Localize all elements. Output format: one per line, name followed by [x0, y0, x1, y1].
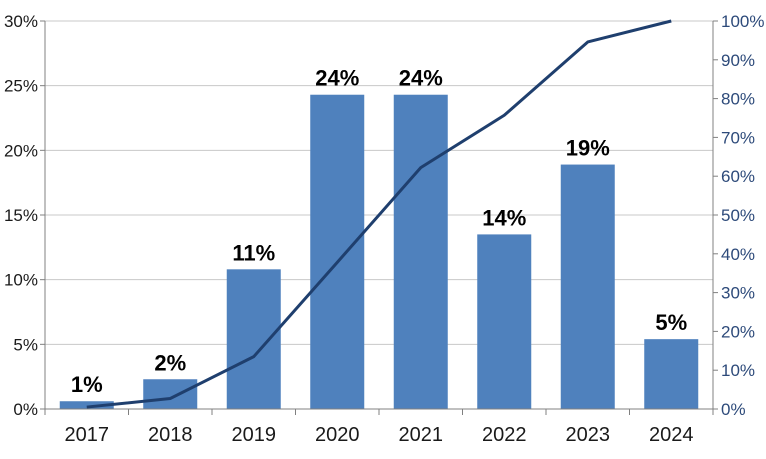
- right-tick-label: 70%: [721, 128, 755, 147]
- x-tick-label: 2024: [649, 424, 694, 446]
- bar-data-label: 19%: [566, 136, 610, 161]
- left-axis-ticks: 0% 5% 10% 15% 20% 25% 30%: [4, 12, 45, 419]
- bar-data-label: 14%: [482, 205, 526, 230]
- right-tick-label: 0%: [721, 400, 746, 419]
- bar: [226, 269, 281, 409]
- bar-data-label: 24%: [399, 66, 443, 91]
- x-tick-label: 2020: [315, 424, 360, 446]
- right-tick-label: 30%: [721, 284, 755, 303]
- right-tick-label: 60%: [721, 167, 755, 186]
- left-tick-label: 30%: [4, 12, 38, 31]
- left-tick-label: 20%: [4, 141, 38, 160]
- bar-data-label: 1%: [71, 372, 103, 397]
- right-tick-label: 10%: [721, 361, 755, 380]
- right-tick-label: 90%: [721, 51, 755, 70]
- right-axis-ticks: 0% 10% 20% 30% 40% 50% 60% 70% 80% 90% 100%: [713, 12, 764, 419]
- right-tick-label: 50%: [721, 206, 755, 225]
- bar: [560, 164, 615, 409]
- right-tick-label: 80%: [721, 90, 755, 109]
- data-labels: 1% 2% 11% 24% 24% 14% 19% 5%: [71, 66, 687, 398]
- bar-data-label: 24%: [315, 66, 359, 91]
- left-tick-label: 0%: [13, 400, 38, 419]
- cumulative-line: [86, 19, 672, 409]
- right-tick-label: 100%: [721, 12, 764, 31]
- bar: [310, 94, 365, 409]
- bar: [393, 94, 448, 409]
- x-tick-label: 2022: [482, 424, 527, 446]
- x-tick-label: 2017: [65, 424, 110, 446]
- bar-data-label: 11%: [232, 240, 275, 265]
- bar-data-label: 2%: [154, 350, 186, 375]
- bar: [143, 379, 198, 409]
- x-tick-label: 2021: [399, 424, 444, 446]
- bar: [477, 234, 532, 409]
- x-tick-label: 2019: [232, 424, 277, 446]
- x-tick-label: 2023: [566, 424, 611, 446]
- bar-data-label: 5%: [655, 310, 687, 335]
- left-tick-label: 25%: [4, 77, 38, 96]
- bar: [59, 401, 114, 409]
- right-tick-label: 20%: [721, 322, 755, 341]
- bar: [644, 339, 699, 409]
- x-tick-label: 2018: [148, 424, 193, 446]
- left-tick-label: 10%: [4, 271, 38, 290]
- left-tick-label: 5%: [13, 335, 38, 354]
- line-series: [86, 19, 672, 409]
- bar-series: [59, 94, 699, 409]
- left-tick-label: 15%: [4, 206, 38, 225]
- x-axis-ticks: 2017 2018 2019 2020 2021 2022 2023 2024: [44, 409, 714, 446]
- right-tick-label: 40%: [721, 245, 755, 264]
